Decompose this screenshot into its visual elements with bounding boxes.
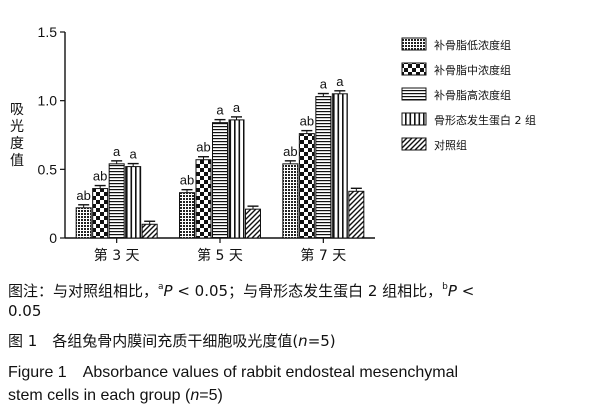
x-tick-label: 第 3 天 [94, 247, 140, 264]
y-axis-label: 吸光度值 [10, 102, 24, 169]
significance-label: a [336, 74, 344, 89]
legend-swatch [401, 112, 427, 126]
figure-caption-english-line-1: Figure 1 Absorbance values of rabbit end… [8, 364, 459, 381]
bar [179, 192, 195, 239]
bar [348, 190, 365, 239]
bar [195, 159, 212, 239]
bar-chart: 00.51.01.5第 3 天第 5 天第 7 天 ababa aababa aab… [38, 24, 536, 264]
y-tick-label: 1.0 [38, 93, 58, 109]
y-tick-label: 1.5 [38, 24, 58, 40]
figure-caption-chinese: 图 1 各组兔骨内膜间充质干细胞吸光度值(n=5) [8, 332, 336, 350]
significance-label: a [233, 100, 241, 115]
bar [92, 188, 109, 239]
bar [331, 93, 348, 239]
significance-label: a [320, 77, 328, 92]
x-tick-label: 第 7 天 [300, 247, 346, 264]
bar [282, 163, 299, 239]
y-tick-label: 0 [49, 230, 57, 246]
significance-label: a [130, 147, 138, 162]
bar [108, 163, 125, 239]
legend-swatch [401, 37, 427, 51]
legend-label: 对照组 [434, 138, 467, 152]
y-tick-label: 0.5 [38, 161, 58, 177]
figure-note-line-2: 0.05 [8, 302, 42, 320]
figure-note-line-1: 图注：与对照组相比，aP < 0.05；与骨形态发生蛋白 2 组相比，bP < [8, 282, 475, 300]
bar [298, 133, 315, 239]
bar [125, 166, 142, 239]
bar [245, 208, 261, 239]
bar [212, 122, 228, 239]
legend-label: 补骨脂高浓度组 [434, 88, 511, 102]
bar [315, 96, 332, 239]
legend-swatch [401, 137, 427, 151]
legend-label: 补骨脂低浓度组 [434, 38, 511, 52]
bar [75, 207, 92, 239]
significance-label: ab [196, 140, 210, 155]
legend-swatch [401, 87, 427, 101]
bar [228, 119, 245, 239]
legend-label: 补骨脂中浓度组 [434, 63, 511, 77]
significance-label: ab [93, 169, 107, 184]
legend-swatch [401, 62, 427, 76]
significance-label: ab [300, 114, 314, 129]
significance-label: ab [283, 144, 297, 159]
significance-label: ab [180, 173, 194, 188]
significance-label: ab [76, 188, 90, 203]
significance-label: a [216, 103, 224, 118]
legend-label: 骨形态发生蛋白 2 组 [434, 113, 536, 127]
x-tick-label: 第 5 天 [197, 247, 243, 264]
bar [141, 223, 158, 239]
figure-caption-english-line-2: stem cells in each group (n=5) [8, 387, 223, 404]
significance-label: a [113, 144, 121, 159]
